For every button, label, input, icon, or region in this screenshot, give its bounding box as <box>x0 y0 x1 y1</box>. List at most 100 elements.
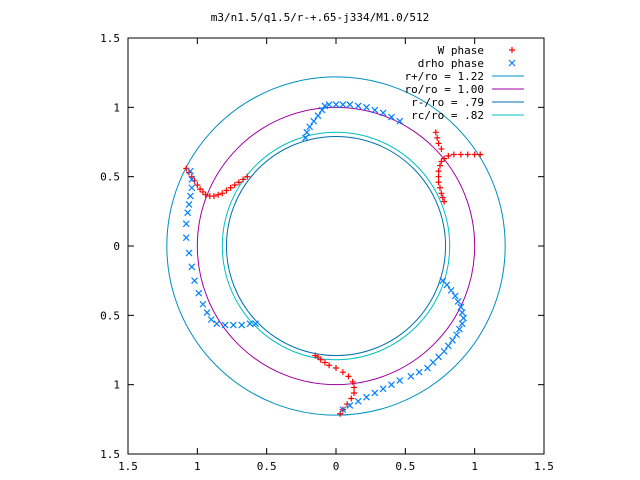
legend-label-3: ro/ro = 1.00 <box>405 83 484 96</box>
point-1-55 <box>415 368 423 376</box>
point-1-19 <box>246 320 254 328</box>
series-0 <box>183 129 484 417</box>
point-0-44 <box>339 369 346 376</box>
legend-label-2: r+/ro = 1.22 <box>405 70 484 83</box>
point-0-24 <box>435 168 442 175</box>
point-0-26 <box>438 158 445 165</box>
point-1-54 <box>424 364 431 372</box>
point-1-47 <box>455 325 463 333</box>
point-1-35 <box>379 109 387 117</box>
point-0-22 <box>435 179 442 186</box>
point-1-28 <box>325 101 333 108</box>
point-1-59 <box>379 385 387 393</box>
point-0-23 <box>435 173 442 180</box>
point-1-57 <box>396 377 404 384</box>
point-1-58 <box>388 381 395 389</box>
point-0-43 <box>333 365 339 372</box>
point-1-8 <box>185 249 193 257</box>
legend-label-5: rc/ro = .82 <box>411 109 484 122</box>
point-1-5 <box>184 209 192 217</box>
point-0-36 <box>435 140 442 147</box>
point-1-37 <box>396 117 404 125</box>
point-1-60 <box>371 389 379 397</box>
point-1-27 <box>321 102 329 110</box>
y-tick-label-1: 1 <box>113 101 120 114</box>
point-1-36 <box>388 113 395 121</box>
point-0-27 <box>441 155 448 162</box>
point-1-16 <box>221 321 229 329</box>
point-1-50 <box>444 342 452 350</box>
circle-1 <box>196 106 476 386</box>
y-tick-label-5: 1 <box>113 379 120 392</box>
series-layer <box>182 101 484 417</box>
point-0-30 <box>457 151 464 158</box>
point-1-21 <box>302 134 309 142</box>
point-1-53 <box>429 359 437 366</box>
point-1-31 <box>346 101 354 108</box>
x-tick-label-1: 1 <box>194 460 201 473</box>
point-1-61 <box>363 393 370 401</box>
x-tick-label-0: 1.5 <box>118 460 138 473</box>
point-1-48 <box>453 331 461 339</box>
point-1-34 <box>371 106 379 114</box>
point-1-1 <box>188 176 196 183</box>
point-1-44 <box>458 309 466 316</box>
point-0-13 <box>227 184 234 191</box>
point-1-11 <box>195 289 203 297</box>
point-0-31 <box>464 151 471 158</box>
point-1-32 <box>354 102 362 110</box>
point-1-51 <box>440 347 448 355</box>
y-tick-label-4: 0.5 <box>100 309 120 322</box>
point-0-41 <box>321 359 328 366</box>
point-0-39 <box>314 353 321 360</box>
point-1-15 <box>213 320 221 328</box>
point-0-33 <box>477 151 484 158</box>
point-1-2 <box>188 184 196 192</box>
point-1-26 <box>318 106 326 114</box>
point-1-14 <box>207 316 215 323</box>
point-0-5 <box>197 186 204 193</box>
point-0-9 <box>210 193 217 200</box>
point-1-23 <box>306 123 314 131</box>
point-0-20 <box>438 190 445 197</box>
point-0-47 <box>351 384 358 391</box>
point-1-7 <box>182 234 190 242</box>
point-0-11 <box>219 190 226 197</box>
x-tick-label-5: 1 <box>471 460 478 473</box>
point-1-9 <box>188 263 196 271</box>
point-1-43 <box>457 303 465 311</box>
point-0-45 <box>345 373 352 380</box>
point-0-38 <box>312 352 319 359</box>
point-1-62 <box>354 397 362 405</box>
point-0-14 <box>231 181 238 188</box>
point-1-56 <box>407 372 415 380</box>
point-0-15 <box>235 179 242 186</box>
point-1-20 <box>252 320 259 328</box>
point-0-29 <box>450 151 457 158</box>
point-0-25 <box>437 162 443 169</box>
point-0-17 <box>244 173 251 180</box>
series-1 <box>182 101 467 414</box>
legend-swatch-0 <box>509 47 515 53</box>
point-0-28 <box>445 152 452 159</box>
point-1-30 <box>339 101 347 108</box>
y-tick-label-0: 1.5 <box>100 32 120 45</box>
point-1-10 <box>191 277 198 285</box>
point-0-12 <box>223 187 230 194</box>
ticks-layer: 1.5 1 0.5 0 0.5 1 1.51.510.500.511.5 <box>100 32 554 473</box>
point-0-32 <box>471 151 478 158</box>
legend-label-4: r-/ro = .79 <box>411 96 484 109</box>
point-1-6 <box>182 220 190 228</box>
point-1-18 <box>238 321 246 329</box>
point-1-0 <box>186 167 194 175</box>
circles-layer <box>166 76 506 416</box>
point-1-24 <box>310 117 318 125</box>
point-0-37 <box>438 145 445 152</box>
point-1-4 <box>185 200 193 208</box>
legend-swatch-1 <box>508 59 516 67</box>
circle-0 <box>166 76 506 416</box>
point-0-6 <box>199 188 206 195</box>
y-tick-label-6: 1.5 <box>100 448 120 461</box>
point-1-63 <box>346 402 354 409</box>
